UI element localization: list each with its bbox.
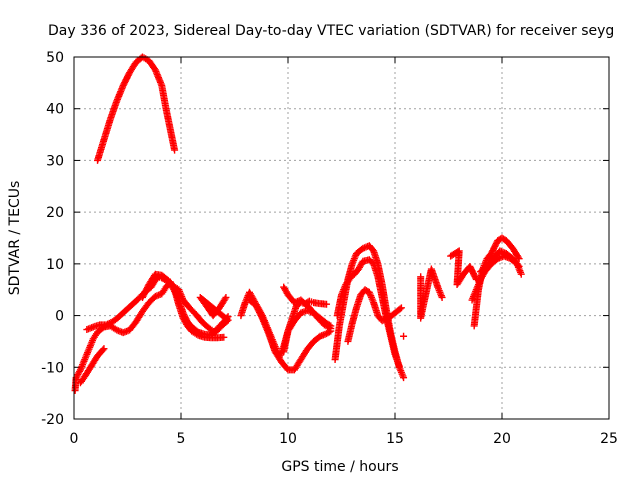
arc-l-point bbox=[515, 262, 523, 270]
y-tick-label: -10 bbox=[41, 360, 64, 376]
arc-g-point bbox=[325, 324, 333, 332]
y-tick-label: 20 bbox=[46, 205, 64, 221]
plot-frame bbox=[73, 56, 610, 420]
y-tick-label: 50 bbox=[46, 50, 64, 66]
arc-g-point bbox=[327, 325, 335, 332]
chart-title: Day 336 of 2023, Sidereal Day-to-day VTE… bbox=[48, 23, 614, 39]
y-tick-label: -20 bbox=[41, 412, 64, 428]
x-tick-label: 5 bbox=[177, 431, 186, 447]
arc-d-point bbox=[323, 300, 331, 308]
arc-c-point bbox=[100, 345, 108, 353]
arc-b-point bbox=[104, 320, 112, 328]
arc-b-point bbox=[105, 319, 113, 327]
arc-k-point bbox=[514, 253, 522, 261]
grid-lines bbox=[74, 57, 609, 419]
y-tick-label: 40 bbox=[46, 102, 64, 118]
arc-k-point bbox=[515, 255, 523, 263]
arc-c-point bbox=[221, 295, 229, 303]
x-tick-label: 25 bbox=[600, 431, 618, 447]
x-tick-label: 20 bbox=[493, 431, 511, 447]
arc-a-point bbox=[76, 367, 84, 375]
arc-b-point bbox=[102, 321, 110, 329]
x-tick-label: 10 bbox=[279, 431, 297, 447]
arc-c-point bbox=[99, 346, 107, 354]
arc-high-point bbox=[171, 146, 179, 154]
arc-j-point bbox=[396, 305, 404, 313]
y-tick-label: 10 bbox=[46, 257, 64, 273]
axis-ticks: 0 5 10 15 20 25 -20 -10 0 10 20 30 40 50 bbox=[41, 50, 618, 447]
y-axis-label: SDTVAR / TECUs bbox=[7, 181, 23, 296]
arc-a-point bbox=[220, 333, 228, 341]
arc-l-point bbox=[514, 261, 522, 269]
x-axis-label: GPS time / hours bbox=[281, 459, 398, 475]
y-tick-label: 0 bbox=[55, 309, 64, 325]
arc-k-point bbox=[400, 332, 408, 340]
arc-k-point bbox=[438, 293, 446, 301]
arc-l-point bbox=[517, 270, 525, 278]
arc-h-point bbox=[400, 374, 408, 382]
data-points bbox=[71, 53, 525, 395]
x-tick-label: 0 bbox=[70, 431, 79, 447]
x-tick-label: 15 bbox=[386, 431, 404, 447]
arc-c-point bbox=[222, 293, 230, 301]
arc-j-point bbox=[397, 304, 405, 312]
arc-i-point bbox=[395, 362, 403, 370]
y-tick-label: 30 bbox=[46, 153, 64, 169]
